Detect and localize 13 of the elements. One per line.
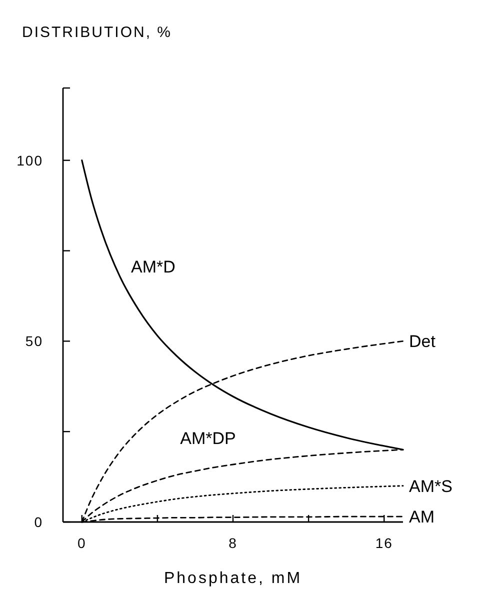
x-tick-label: 8 [228, 535, 238, 551]
y-tick-label: 100 [16, 152, 43, 168]
x-axis-title: Phosphate, mM [164, 570, 302, 587]
y-tick-label: 50 [25, 333, 43, 350]
y-tick-label: 0 [34, 514, 43, 530]
y-axis-title: DISTRIBUTION, % [22, 24, 172, 41]
series-label: Det [409, 332, 436, 352]
x-tick-label: 0 [77, 535, 86, 551]
series-label: AM*DP [180, 428, 236, 448]
x-tick-label: 16 [375, 535, 393, 551]
series-label: AM*D [131, 257, 176, 276]
series-label: AM [409, 508, 434, 527]
series-label: AM*S [409, 476, 452, 496]
